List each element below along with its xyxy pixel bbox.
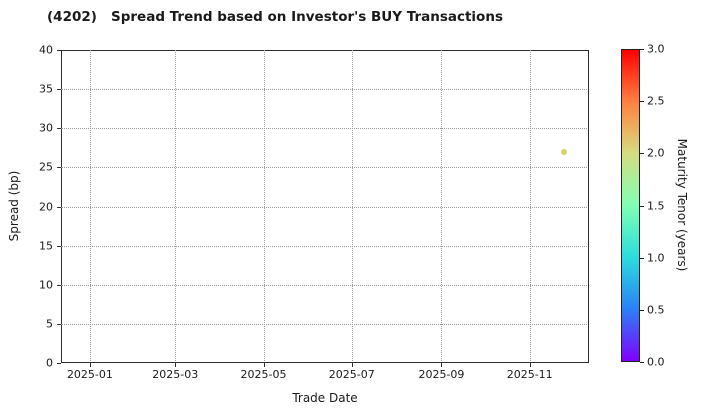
x-tick-mark	[175, 363, 177, 367]
x-tick-mark	[441, 363, 443, 367]
y-gridline	[61, 284, 587, 286]
y-tick-mark	[57, 89, 61, 91]
y-tick-mark	[57, 363, 61, 364]
x-gridline	[441, 50, 443, 361]
colorbar-tick-label: 0.0	[647, 355, 665, 369]
colorbar-tick-label: 1.0	[647, 251, 665, 265]
x-gridline	[263, 50, 265, 361]
y-tick-mark	[57, 128, 61, 130]
chart-title: (4202) Spread Trend based on Investor's …	[47, 9, 503, 25]
colorbar-tick-mark	[640, 257, 644, 259]
x-tick-mark	[529, 363, 531, 367]
x-gridline	[175, 50, 177, 361]
y-gridline	[61, 245, 587, 247]
x-tick-label: 2025-07	[328, 368, 375, 381]
y-tick-mark	[57, 50, 61, 51]
y-gridline	[61, 89, 587, 91]
colorbar-tick-label: 2.5	[647, 94, 665, 108]
y-tick-label: 15	[39, 239, 53, 253]
y-tick-label: 10	[39, 278, 53, 292]
y-tick-label: 5	[46, 317, 53, 331]
y-gridline	[61, 128, 587, 130]
y-tick-label: 20	[39, 200, 53, 213]
x-tick-mark	[89, 363, 91, 367]
colorbar-tick-mark	[640, 362, 644, 363]
x-tick-mark	[263, 363, 265, 367]
y-tick-mark	[57, 206, 61, 208]
x-tick-mark	[351, 363, 353, 367]
x-tick-label: 2025-03	[152, 368, 199, 381]
y-gridline	[61, 206, 587, 208]
colorbar-tick-mark	[640, 309, 644, 311]
colorbar-tick-label: 0.5	[647, 303, 665, 317]
colorbar-label: Maturity Tenor (years)	[675, 138, 689, 272]
colorbar-tick-label: 3.0	[647, 42, 665, 56]
x-axis-label: Trade Date	[292, 391, 358, 405]
y-tick-label: 25	[39, 160, 53, 174]
x-gridline	[351, 50, 353, 361]
y-tick-label: 35	[39, 82, 53, 96]
colorbar-tick-mark	[640, 49, 644, 50]
x-tick-label: 2025-11	[506, 368, 553, 381]
x-gridline	[529, 50, 531, 361]
y-tick-label: 30	[39, 121, 53, 135]
y-tick-mark	[57, 245, 61, 247]
colorbar-tick-label: 1.5	[647, 199, 665, 212]
x-tick-label: 2025-01	[66, 368, 113, 381]
y-tick-label: 0	[46, 356, 53, 370]
data-point	[561, 148, 568, 155]
colorbar-tick-label: 2.0	[647, 146, 665, 160]
colorbar-tick-mark	[640, 101, 644, 103]
y-gridline	[61, 167, 587, 169]
y-tick-mark	[57, 323, 61, 325]
x-gridline	[89, 50, 91, 361]
y-axis-label: Spread (bp)	[7, 170, 21, 242]
y-gridline	[61, 323, 587, 325]
y-tick-mark	[57, 284, 61, 286]
y-tick-mark	[57, 167, 61, 169]
colorbar-tick-mark	[640, 153, 644, 155]
x-tick-label: 2025-09	[418, 368, 465, 381]
y-tick-label: 40	[39, 43, 53, 57]
colorbar-tick-mark	[640, 205, 644, 207]
x-tick-label: 2025-05	[240, 368, 287, 381]
colorbar	[621, 49, 640, 362]
